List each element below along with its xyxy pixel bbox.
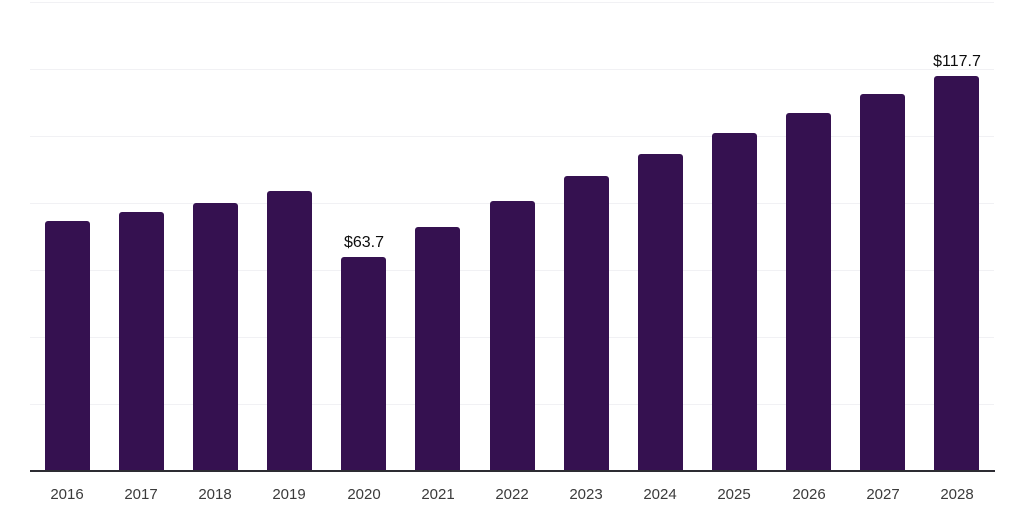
x-tick-label-2022: 2022 (495, 486, 529, 503)
x-tick-label-2027: 2027 (866, 486, 900, 503)
bar-2020 (341, 257, 386, 470)
x-tick-label-2025: 2025 (717, 486, 751, 503)
bar-2027 (860, 94, 905, 470)
gridline-140 (30, 2, 994, 3)
gridline-120 (30, 69, 994, 70)
x-tick-label-2018: 2018 (198, 486, 232, 503)
bar-2025 (712, 133, 757, 470)
x-tick-label-2021: 2021 (421, 486, 455, 503)
gridline-100 (30, 136, 994, 137)
bar-2023 (564, 176, 609, 470)
bar-2022 (490, 201, 535, 470)
bar-2017 (119, 212, 164, 470)
x-tick-label-2024: 2024 (643, 486, 677, 503)
bar-2016 (45, 221, 90, 470)
bar-2026 (786, 113, 831, 470)
x-tick-label-2028: 2028 (940, 486, 974, 503)
x-tick-label-2023: 2023 (569, 486, 603, 503)
x-tick-label-2017: 2017 (124, 486, 158, 503)
bar-2028 (934, 76, 979, 470)
bar-2018 (193, 203, 238, 470)
data-label-2020: $63.7 (343, 234, 385, 251)
x-axis-line (30, 470, 995, 472)
x-tick-label-2019: 2019 (272, 486, 306, 503)
x-tick-label-2026: 2026 (792, 486, 826, 503)
x-tick-label-2016: 2016 (50, 486, 84, 503)
bar-2019 (267, 191, 312, 470)
data-label-2028: $117.7 (933, 53, 981, 70)
x-tick-label-2020: 2020 (347, 486, 381, 503)
bar-2024 (638, 154, 683, 470)
bar-2021 (415, 227, 460, 470)
